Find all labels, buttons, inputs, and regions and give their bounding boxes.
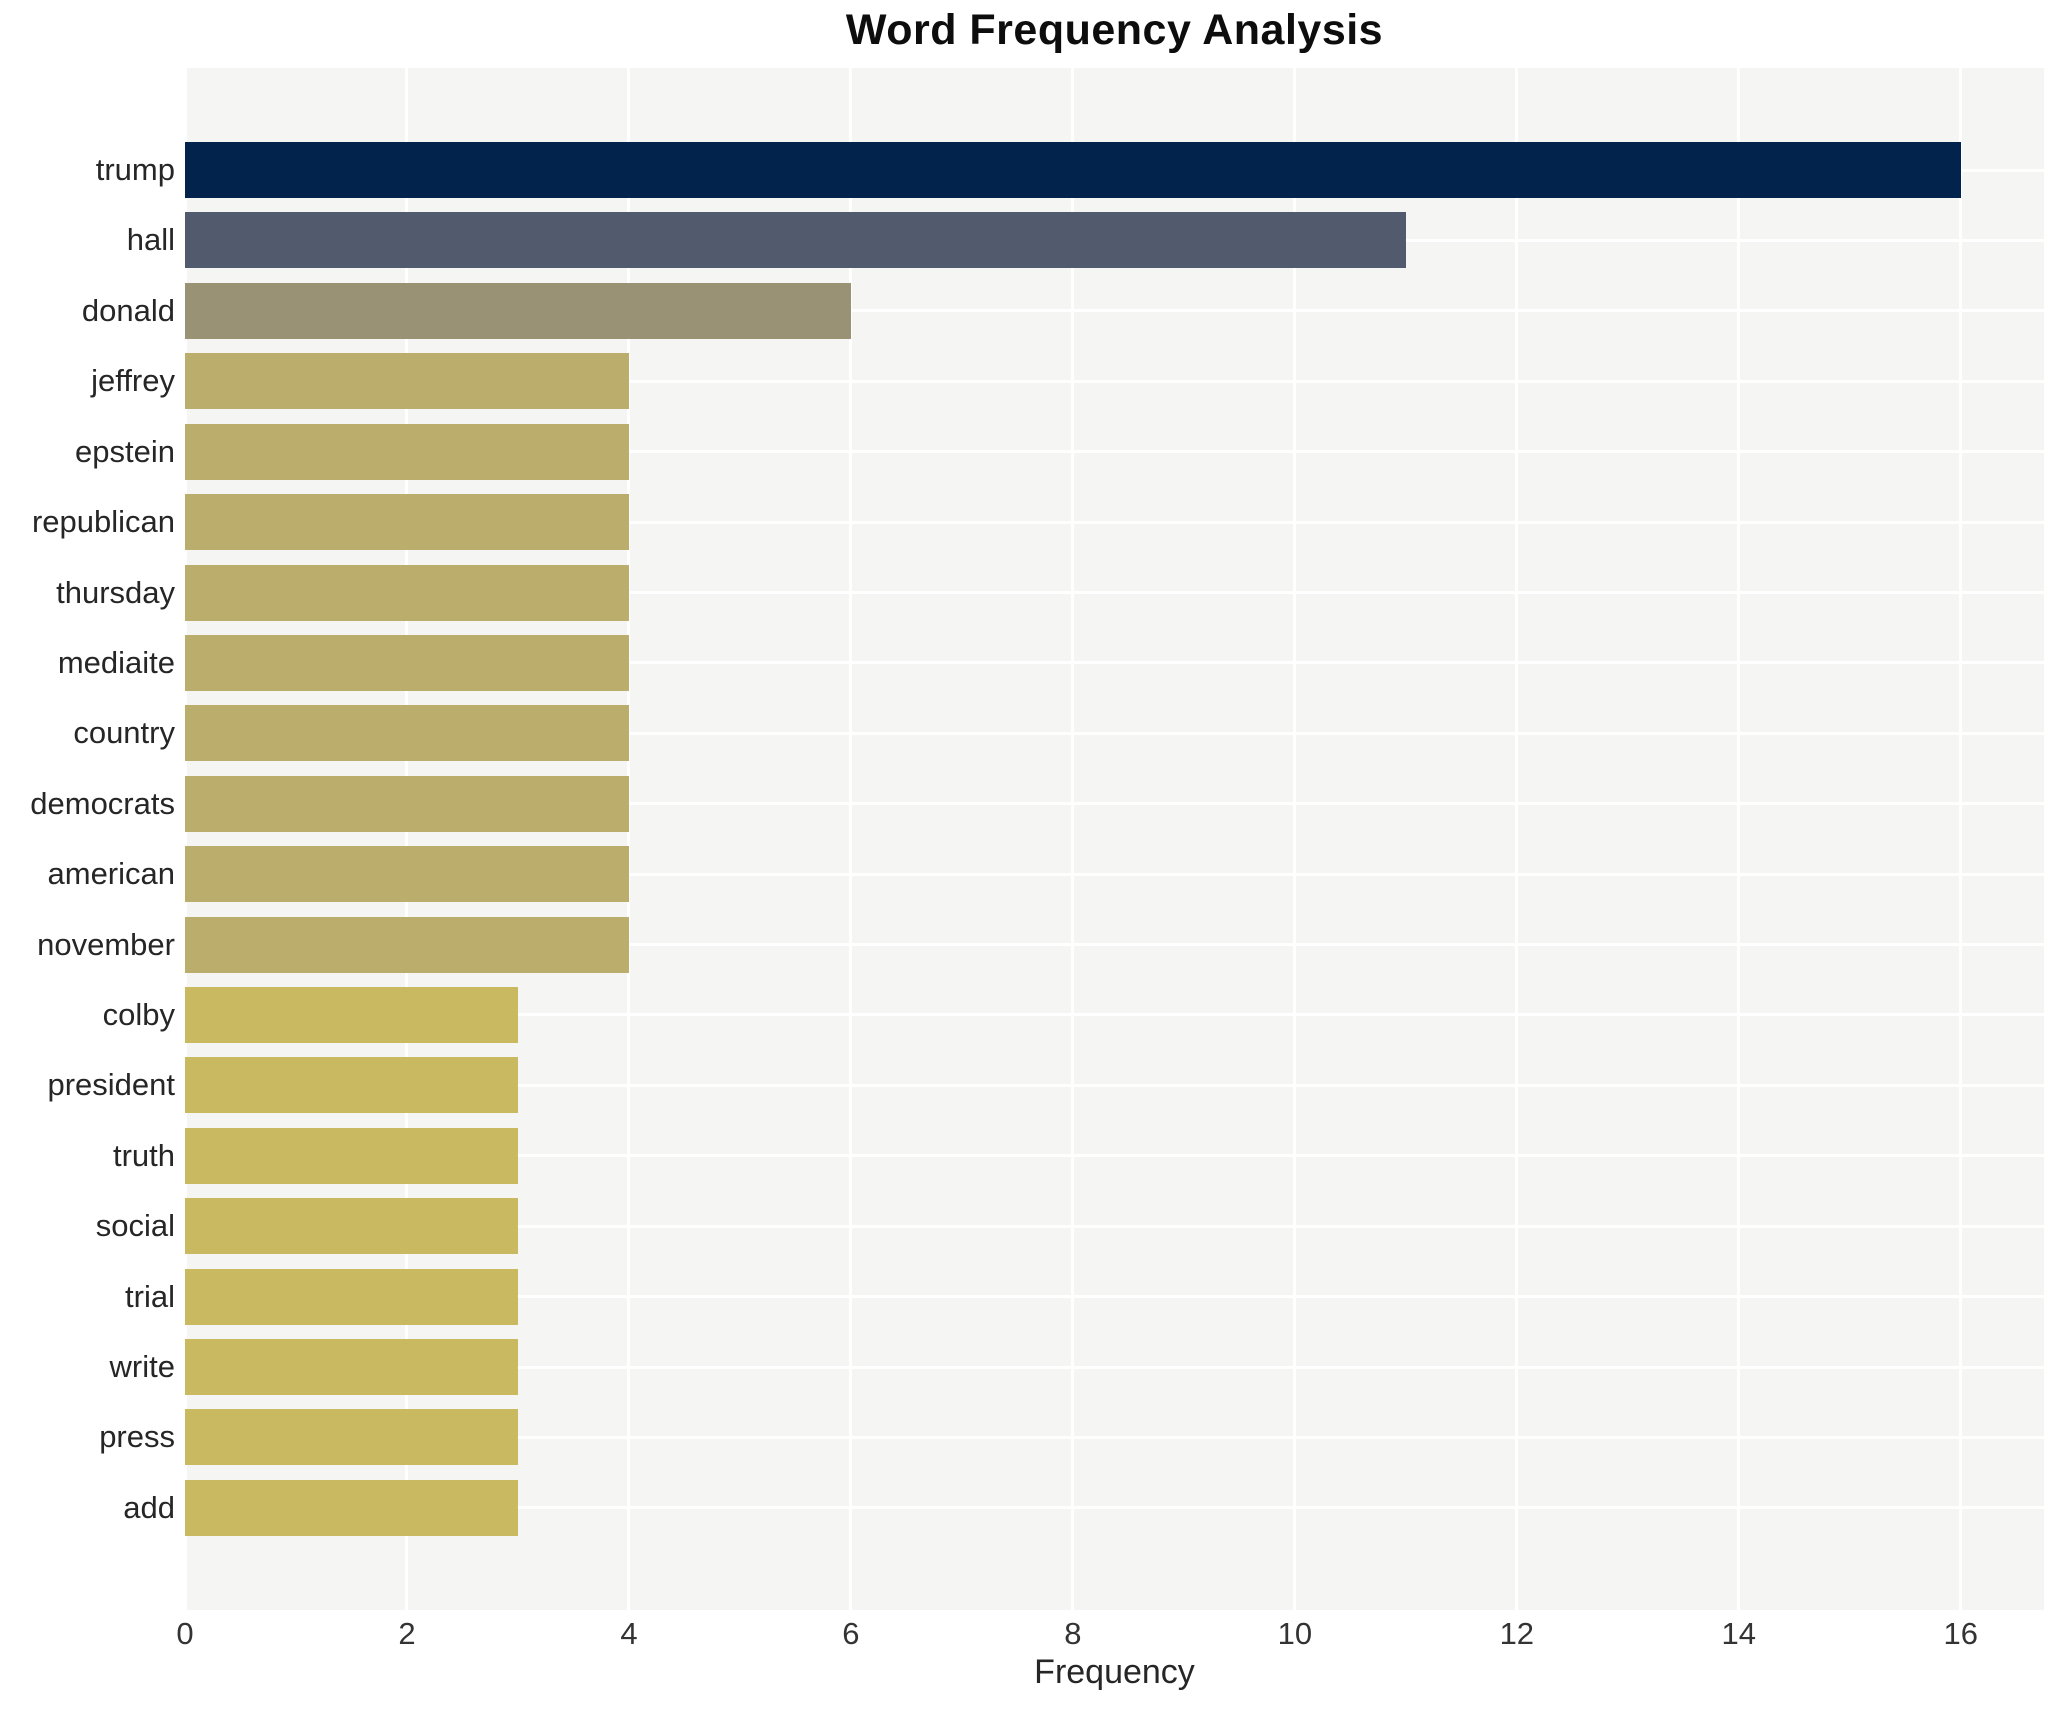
y-tick-label-social: social [95,1208,175,1244]
gridline-x-8 [1071,68,1075,1610]
y-tick-label-donald: donald [81,292,175,328]
bar-donald [185,282,851,339]
gridline-y [185,1295,2044,1299]
bar-write [185,1339,518,1396]
y-tick-label-jeffrey: jeffrey [91,363,175,399]
bar-truth [185,1127,518,1184]
gridline-y [185,1083,2044,1087]
y-tick-label-democrats: democrats [30,785,175,821]
y-tick-label-hall: hall [126,222,175,258]
bar-country [185,705,629,762]
bar-democrats [185,775,629,832]
y-tick-label-republican: republican [31,504,175,540]
gridline-x-14 [1737,68,1741,1610]
bar-republican [185,494,629,551]
y-tick-label-trial: trial [125,1278,175,1314]
gridline-y [185,1435,2044,1439]
bar-november [185,916,629,973]
bar-hall [185,212,1406,269]
y-tick-label-colby: colby [102,996,175,1032]
x-tick-label-8: 8 [1064,1616,1082,1651]
gridline-y [185,450,2044,454]
chart-title: Word Frequency Analysis [845,6,1384,54]
bar-mediaite [185,634,629,691]
gridline-y [185,309,2044,313]
gridline-y [185,1506,2044,1510]
y-tick-label-truth: truth [112,1137,175,1173]
x-tick-label-6: 6 [842,1616,860,1651]
x-tick-label-14: 14 [1721,1616,1757,1651]
bar-trial [185,1268,518,1325]
gridline-y [185,943,2044,947]
x-tick-label-2: 2 [398,1616,416,1651]
y-tick-label-trump: trump [95,152,175,188]
x-tick-label-10: 10 [1277,1616,1313,1651]
bar-jeffrey [185,353,629,410]
gridline-y [185,520,2044,524]
x-tick-label-16: 16 [1943,1616,1978,1651]
y-tick-label-write: write [109,1349,175,1385]
bar-trump [185,142,1961,199]
y-tick-label-epstein: epstein [75,433,175,469]
x-tick-label-4: 4 [620,1616,638,1651]
bar-american [185,846,629,903]
y-tick-label-add: add [123,1489,175,1525]
x-axis-title: Frequency [1034,1653,1195,1691]
gridline-y [185,661,2044,665]
bar-thursday [185,564,629,621]
gridline-y [185,379,2044,383]
bar-president [185,1057,518,1114]
y-tick-label-american: american [47,856,176,892]
y-tick-label-country: country [73,715,175,751]
bar-colby [185,986,518,1043]
gridline-y [185,802,2044,806]
gridline-y [185,591,2044,595]
gridline-y [185,1365,2044,1369]
gridline-y [185,1013,2044,1017]
y-tick-label-mediaite: mediaite [57,644,175,680]
y-tick-label-president: president [47,1067,175,1103]
bar-epstein [185,423,629,480]
x-tick-label-0: 0 [176,1616,194,1651]
gridline-x-0 [185,68,187,1610]
gridline-x-10 [1293,68,1297,1610]
gridline-x-6 [849,68,853,1610]
y-tick-label-thursday: thursday [56,574,175,610]
gridline-y [185,872,2044,876]
gridline-x-16 [1959,68,1963,1610]
y-tick-label-november: november [37,926,175,962]
gridline-x-4 [627,68,631,1610]
bar-press [185,1409,518,1466]
gridline-x-12 [1515,68,1519,1610]
plot-area [185,68,2044,1610]
bar-add [185,1479,518,1536]
gridline-y [185,731,2044,735]
y-tick-label-press: press [99,1419,175,1455]
gridline-y [185,1224,2044,1228]
x-tick-label-12: 12 [1499,1616,1535,1651]
bar-social [185,1198,518,1255]
gridline-x-2 [405,68,409,1610]
gridline-y [185,1154,2044,1158]
